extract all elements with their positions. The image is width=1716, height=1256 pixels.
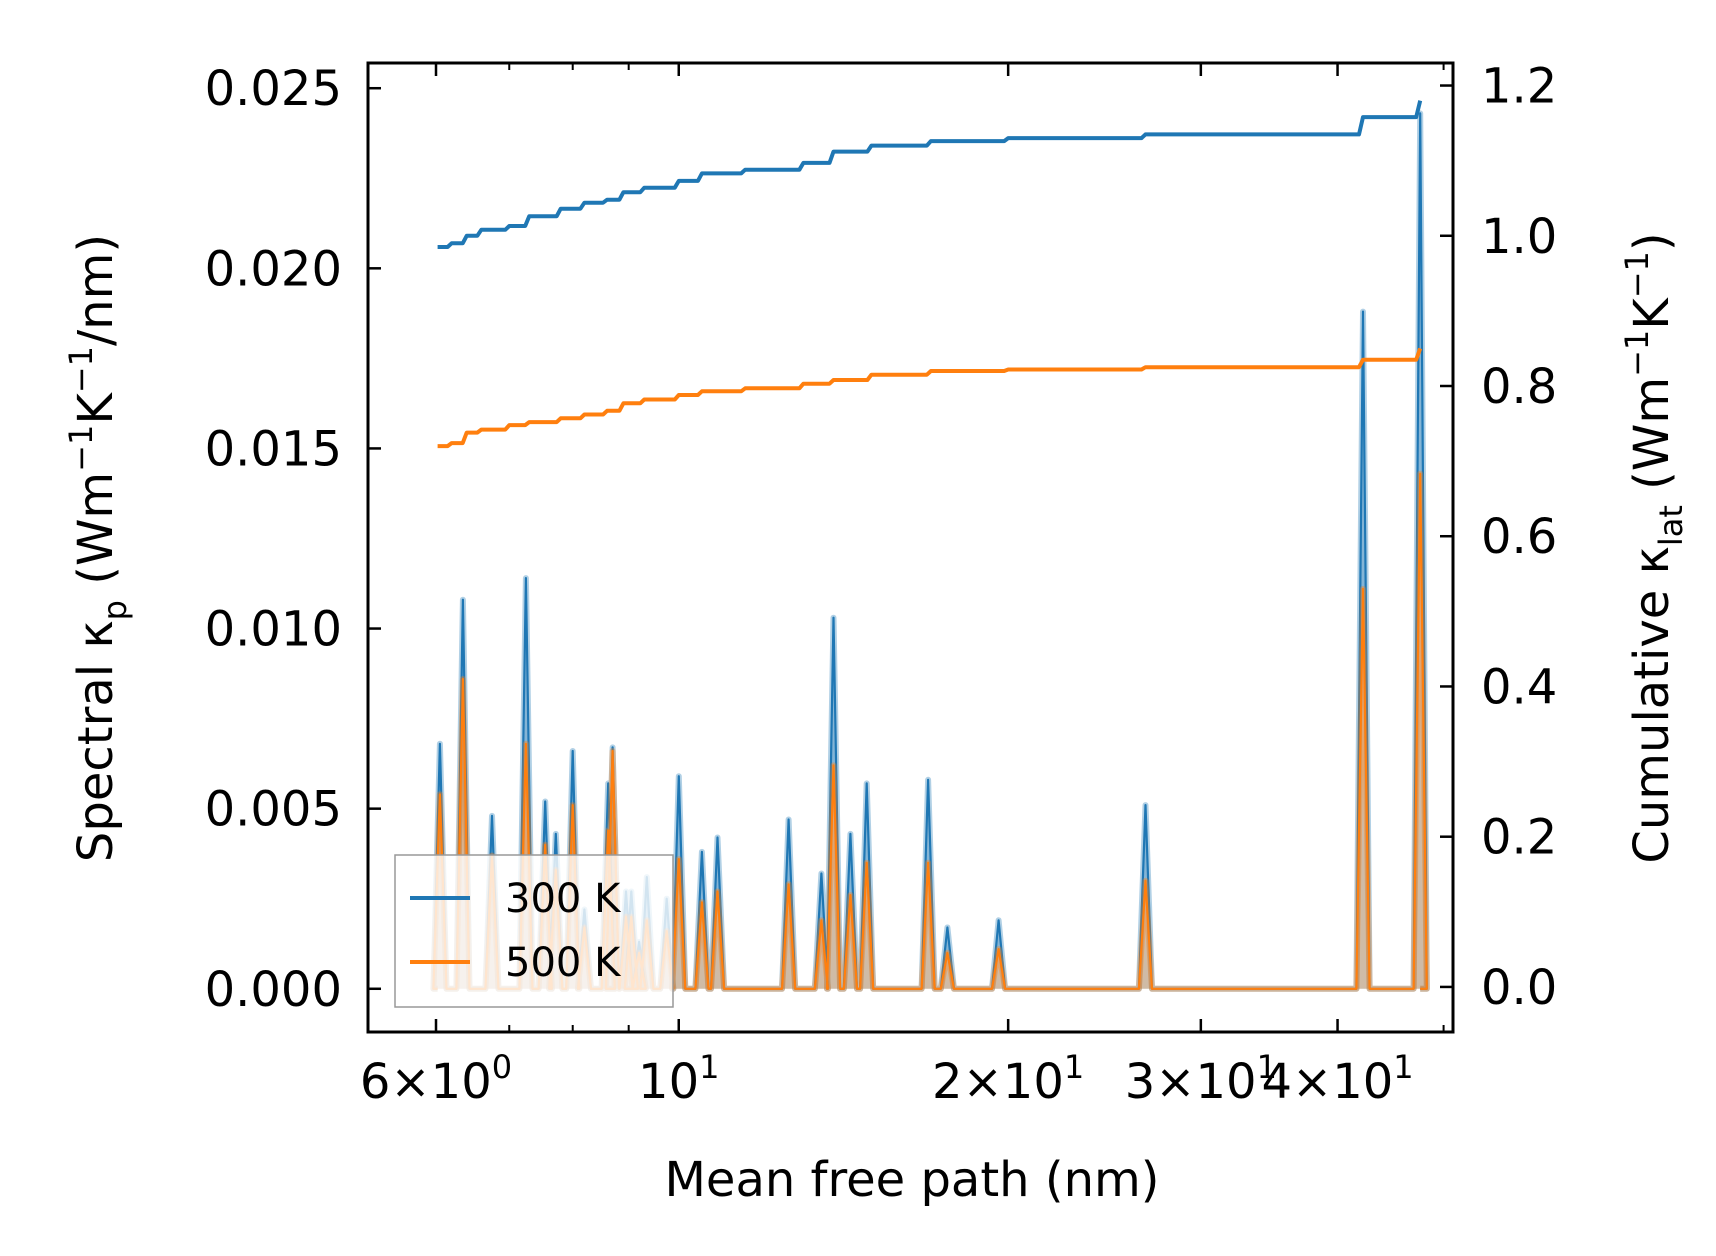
legend: 300 K 500 K bbox=[394, 854, 674, 1008]
y-left-tick-label: 0.025 bbox=[205, 61, 342, 117]
y-right-tick-label: 1.2 bbox=[1481, 59, 1557, 115]
y-right-tick-label: 1.0 bbox=[1481, 209, 1557, 265]
y-left-tick-label: 0.020 bbox=[205, 241, 342, 297]
y-left-tick-label: 0.005 bbox=[205, 782, 342, 838]
y-left-tick-label: 0.000 bbox=[205, 962, 342, 1018]
x-tick-label: 6×100 bbox=[360, 1048, 512, 1110]
cumulative-line-500k bbox=[437, 347, 1423, 449]
x-tick-label: 3×101 bbox=[1125, 1048, 1277, 1110]
legend-label-500k: 500 K bbox=[505, 940, 622, 986]
y-left-axis-label: Spectral κp (Wm−1K−1/nm) bbox=[62, 234, 134, 862]
y-right-tick-label: 0.8 bbox=[1481, 359, 1557, 415]
x-tick-label: 4×101 bbox=[1261, 1048, 1413, 1110]
cumulative-line-300k bbox=[437, 100, 1423, 249]
y-right-tick-label: 0.2 bbox=[1481, 810, 1557, 866]
y-right-axis-label: Cumulative κlat (Wm−1K−1) bbox=[1618, 232, 1690, 863]
y-left-tick-label: 0.015 bbox=[205, 421, 342, 477]
axis-ticks: 0.000 0.005 0.010 0.015 0.020 0.025 0.0 0.2 0.4 0… bbox=[205, 59, 1558, 1110]
x-axis-label: Mean free path (nm) bbox=[665, 1152, 1160, 1208]
y-right-tick-label: 0.6 bbox=[1481, 509, 1557, 565]
y-left-tick-label: 0.010 bbox=[205, 602, 342, 658]
legend-box bbox=[394, 854, 674, 1008]
y-right-tick-label: 0.0 bbox=[1481, 960, 1557, 1016]
y-right-tick-label: 0.4 bbox=[1481, 659, 1557, 715]
x-tick-label: 2×101 bbox=[932, 1048, 1084, 1110]
x-tick-label: 101 bbox=[638, 1048, 719, 1110]
legend-label-300k: 300 K bbox=[505, 876, 622, 922]
axes-frame bbox=[366, 61, 1455, 1034]
